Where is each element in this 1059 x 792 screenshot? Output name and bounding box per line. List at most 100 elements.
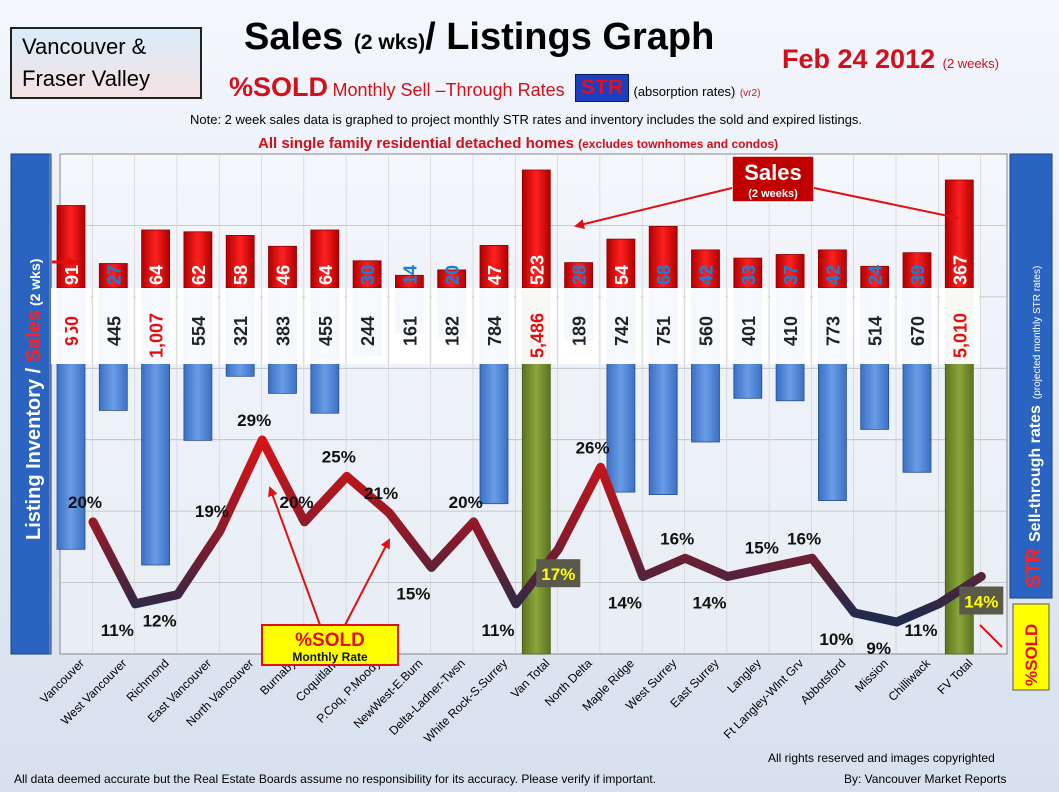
report-date: Feb 24 2012 (2 weeks) bbox=[782, 44, 999, 75]
inventory-value-cell bbox=[770, 288, 811, 364]
inventory-value-cell bbox=[685, 288, 726, 364]
inventory-value-cell bbox=[600, 288, 641, 364]
sales-value-label: 33 bbox=[739, 265, 759, 285]
inventory-value-cell bbox=[897, 288, 937, 364]
footer-author: By: Vancouver Market Reports bbox=[844, 772, 1007, 786]
inventory-value-cell bbox=[220, 288, 261, 364]
inventory-value-cell bbox=[262, 288, 303, 364]
str-badge: STR bbox=[575, 74, 630, 102]
inventory-value-cell bbox=[939, 288, 980, 364]
sales-bar bbox=[606, 238, 636, 289]
sales-value-label: 64 bbox=[316, 265, 336, 285]
inventory-value-cell bbox=[558, 288, 599, 364]
inventory-value-cell bbox=[93, 288, 134, 364]
left-axis-panel bbox=[10, 153, 52, 655]
sales-bar bbox=[183, 231, 213, 289]
sales-bar bbox=[564, 262, 593, 289]
right-axis-label: STRSell-through rates(projected monthly … bbox=[1023, 266, 1045, 588]
sales-value-label: 64 bbox=[147, 265, 167, 285]
sales-bar bbox=[902, 252, 932, 289]
sold-rate-label: 21% bbox=[364, 484, 398, 503]
sales-callout-main: Sales bbox=[744, 160, 802, 185]
subtitle-sold: %SOLD bbox=[229, 72, 329, 102]
inventory-value-label: 742 bbox=[612, 316, 632, 346]
inventory-value-label: 773 bbox=[823, 316, 843, 346]
category-label: Ft Langley-Wlnt Grv bbox=[721, 656, 806, 741]
sales-value-label: 30 bbox=[358, 265, 378, 285]
inventory-value-label: 455 bbox=[316, 316, 336, 346]
sold-callout-arrow-right bbox=[344, 538, 390, 626]
sales-bar bbox=[944, 179, 974, 289]
inventory-value-cell bbox=[727, 288, 768, 364]
inventory-value-cell bbox=[177, 288, 218, 364]
sold-callout-small: Monthly Rate bbox=[292, 650, 368, 664]
sold-rate-label: 11% bbox=[481, 621, 514, 640]
sales-value-label: 68 bbox=[654, 265, 674, 285]
left-axis-label: Listing Inventory / Sales (2 wks) bbox=[23, 259, 45, 540]
sales-callout-box bbox=[731, 155, 815, 203]
sales-bar bbox=[733, 257, 763, 289]
sold-rate-label: 10% bbox=[819, 630, 853, 649]
sales-bar bbox=[775, 254, 805, 289]
inventory-value-cell bbox=[347, 288, 388, 364]
sold-rate-label: 20% bbox=[279, 493, 313, 512]
sold-rate-label: 14% bbox=[692, 594, 726, 613]
sold-rate-label: 20% bbox=[68, 493, 102, 512]
sold-rate-label: 15% bbox=[396, 584, 430, 603]
sold-rate-label: 9% bbox=[866, 639, 891, 658]
sales-value-label: 91 bbox=[62, 265, 82, 285]
subtitle-monthly: Monthly Sell –Through Rates bbox=[332, 80, 565, 100]
sales-value-label: 42 bbox=[823, 265, 843, 285]
sold-rate-label: 14% bbox=[608, 594, 642, 613]
sales-value-label: 39 bbox=[908, 265, 928, 285]
sales-bar bbox=[268, 245, 297, 289]
sales-value-label: 523 bbox=[527, 255, 547, 285]
right-sold-badge-text: %SOLD bbox=[1022, 624, 1041, 686]
right-sold-badge bbox=[1012, 603, 1050, 691]
sold-rate-label: 16% bbox=[660, 529, 694, 548]
sales-value-label: 58 bbox=[231, 265, 251, 285]
region-line1: Vancouver & bbox=[22, 34, 147, 59]
sold-callout-box bbox=[261, 624, 399, 666]
title-small: (2 wks) bbox=[353, 31, 426, 54]
sales-value-label: 14 bbox=[400, 265, 420, 285]
value-band: 950 445 1,007 554 321 383 455 244 161 182 784 5,486… bbox=[51, 288, 980, 364]
inventory-value-cell bbox=[431, 288, 472, 364]
sales-bar bbox=[479, 244, 509, 289]
inventory-value-cell bbox=[643, 288, 684, 364]
chart-title: Sales (2 wks)/ Listings Graph bbox=[244, 16, 714, 59]
sales-bar bbox=[141, 229, 171, 289]
inventory-value-label: 445 bbox=[104, 316, 124, 346]
right-axis-panel bbox=[1009, 153, 1053, 599]
inventory-value-label: 560 bbox=[697, 316, 717, 346]
category-label: White Rock-S.Surrey bbox=[421, 656, 510, 745]
sales-callout-arrow-right bbox=[813, 187, 960, 222]
sales-value-label: 62 bbox=[189, 265, 209, 285]
inventory-value-label: 670 bbox=[908, 316, 928, 346]
title-main: Sales bbox=[244, 16, 344, 58]
inventory-value-cell bbox=[516, 288, 557, 364]
inventory-value-label: 514 bbox=[866, 316, 886, 346]
scope-main: All single family residential detached h… bbox=[258, 135, 574, 152]
category-label: Abbotsford bbox=[798, 656, 849, 707]
subtitle-version: (vr2) bbox=[739, 88, 761, 99]
sales-value-label: 27 bbox=[104, 265, 124, 285]
inventory-value-cell bbox=[389, 288, 430, 364]
inventory-value-label: 784 bbox=[485, 316, 505, 346]
total-rate-box bbox=[959, 586, 1004, 615]
inventory-value-label: 383 bbox=[274, 316, 294, 346]
category-label: Delta-Ladner-Twsn bbox=[386, 656, 468, 738]
inventory-value-cell bbox=[135, 288, 176, 364]
category-label: Mission bbox=[852, 656, 891, 695]
inventory-value-label: 189 bbox=[570, 316, 590, 346]
sales-callout-arrow-left bbox=[574, 187, 733, 229]
inventory-value-label: 410 bbox=[781, 316, 801, 346]
inventory-value-label: 5,486 bbox=[527, 313, 547, 358]
sold-rate-label: 11% bbox=[904, 621, 937, 640]
sales-value-label: 47 bbox=[485, 265, 505, 285]
sales-value-label: 46 bbox=[274, 265, 294, 285]
right-sold-arrow bbox=[979, 624, 1003, 648]
footer-rights: All rights reserved and images copyright… bbox=[768, 751, 995, 765]
